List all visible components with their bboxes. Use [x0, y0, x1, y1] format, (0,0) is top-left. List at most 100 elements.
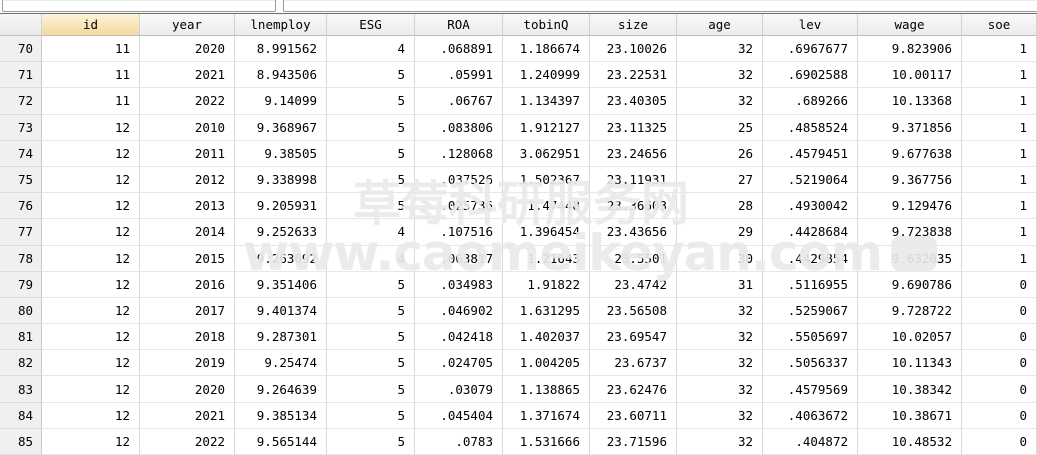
cell-id[interactable]: 12 — [42, 140, 140, 167]
cell-lnemploy[interactable]: 9.351406 — [235, 271, 327, 298]
cell-age[interactable]: 32 — [677, 350, 763, 377]
cell-tobinQ[interactable]: 1.91822 — [503, 271, 590, 298]
cell-year[interactable]: 2010 — [140, 114, 235, 141]
cell-tobinQ[interactable]: 1.396454 — [503, 219, 590, 246]
row-number[interactable]: 76 — [0, 193, 42, 220]
cell-ROA[interactable]: .0783 — [415, 428, 503, 455]
cell-age[interactable]: 28 — [677, 193, 763, 220]
cell-year[interactable]: 2015 — [140, 245, 235, 272]
cell-ROA[interactable]: .068891 — [415, 36, 503, 63]
cell-size[interactable]: 23.69547 — [590, 324, 677, 351]
cell-ROA[interactable]: .042418 — [415, 324, 503, 351]
cell-ESG[interactable]: 5 — [327, 140, 415, 167]
cell-wage[interactable]: 10.48532 — [858, 428, 962, 455]
cell-id[interactable]: 12 — [42, 245, 140, 272]
cell-ESG[interactable]: 5 — [327, 62, 415, 89]
cell-ESG[interactable]: 5 — [327, 376, 415, 403]
cell-year[interactable]: 2020 — [140, 36, 235, 63]
column-header-soe[interactable]: soe — [962, 14, 1037, 36]
cell-lev[interactable]: .4063672 — [763, 402, 858, 429]
cell-ESG[interactable]: 5 — [327, 297, 415, 325]
cell-tobinQ[interactable]: 1.912127 — [503, 114, 590, 141]
cell-lev[interactable]: .404872 — [763, 428, 858, 455]
cell-id[interactable]: 11 — [42, 36, 140, 63]
cell-id[interactable]: 11 — [42, 62, 140, 89]
cell-tobinQ[interactable]: 1.402037 — [503, 324, 590, 351]
cell-lnemploy[interactable]: 9.385134 — [235, 402, 327, 429]
cell-wage[interactable]: 10.38342 — [858, 376, 962, 403]
cell-ROA[interactable]: .063817 — [415, 245, 503, 272]
cell-age[interactable]: 32 — [677, 88, 763, 115]
cell-id[interactable]: 12 — [42, 114, 140, 141]
cell-wage[interactable]: 9.723838 — [858, 219, 962, 246]
cell-size[interactable]: 23.5501 — [590, 245, 677, 272]
row-number[interactable]: 79 — [0, 271, 42, 298]
cell-id[interactable]: 12 — [42, 166, 140, 194]
cell-age[interactable]: 25 — [677, 114, 763, 141]
cell-ROA[interactable]: .037526 — [415, 166, 503, 194]
cell-lnemploy[interactable]: 9.565144 — [235, 428, 327, 455]
cell-ROA[interactable]: .083806 — [415, 114, 503, 141]
cell-wage[interactable]: 10.02057 — [858, 324, 962, 351]
column-header-lev[interactable]: lev — [763, 14, 858, 36]
cell-size[interactable]: 23.60711 — [590, 402, 677, 429]
column-header-age[interactable]: age — [677, 14, 763, 36]
cell-wage[interactable]: 9.728722 — [858, 297, 962, 325]
cell-year[interactable]: 2017 — [140, 297, 235, 325]
cell-ROA[interactable]: .107516 — [415, 219, 503, 246]
cell-id[interactable]: 12 — [42, 350, 140, 377]
cell-tobinQ[interactable]: 1.502367 — [503, 166, 590, 194]
cell-id[interactable]: 11 — [42, 88, 140, 115]
cell-lev[interactable]: .4579451 — [763, 140, 858, 167]
cell-tobinQ[interactable]: 1.240999 — [503, 62, 590, 89]
cell-ROA[interactable]: .128068 — [415, 140, 503, 167]
cell-tobinQ[interactable]: 1.134397 — [503, 88, 590, 115]
cell-size[interactable]: 23.24656 — [590, 140, 677, 167]
row-number[interactable]: 83 — [0, 376, 42, 403]
varname-field-stub[interactable] — [2, 0, 276, 12]
cell-age[interactable]: 32 — [677, 376, 763, 403]
cell-soe[interactable]: 1 — [962, 114, 1037, 141]
cell-ROA[interactable]: .024705 — [415, 350, 503, 377]
row-number[interactable]: 70 — [0, 36, 42, 63]
cell-soe[interactable]: 0 — [962, 297, 1037, 325]
cell-size[interactable]: 23.43656 — [590, 219, 677, 246]
column-header-lnemploy[interactable]: lnemploy — [235, 14, 327, 36]
cell-wage[interactable]: 9.690786 — [858, 271, 962, 298]
cell-age[interactable]: 32 — [677, 36, 763, 63]
cell-id[interactable]: 12 — [42, 402, 140, 429]
cell-age[interactable]: 26 — [677, 140, 763, 167]
cell-year[interactable]: 2018 — [140, 324, 235, 351]
cell-ESG[interactable]: 5 — [327, 428, 415, 455]
cell-soe[interactable]: 0 — [962, 271, 1037, 298]
cell-lev[interactable]: .4858524 — [763, 114, 858, 141]
row-number[interactable]: 82 — [0, 350, 42, 377]
row-number[interactable]: 72 — [0, 88, 42, 115]
cell-lnemploy[interactable]: 9.205931 — [235, 193, 327, 220]
cell-lev[interactable]: .5505697 — [763, 324, 858, 351]
cell-id[interactable]: 12 — [42, 428, 140, 455]
cell-year[interactable]: 2014 — [140, 219, 235, 246]
cell-ROA[interactable]: .045404 — [415, 402, 503, 429]
cell-ROA[interactable]: .025736 — [415, 193, 503, 220]
cell-year[interactable]: 2016 — [140, 271, 235, 298]
cell-ESG[interactable]: 5 — [327, 350, 415, 377]
cell-soe[interactable]: 1 — [962, 219, 1037, 246]
cell-soe[interactable]: 1 — [962, 193, 1037, 220]
cell-tobinQ[interactable]: 1.138865 — [503, 376, 590, 403]
cell-lev[interactable]: .4930042 — [763, 193, 858, 220]
cell-ESG[interactable]: 5 — [327, 324, 415, 351]
cell-size[interactable]: 23.11931 — [590, 166, 677, 194]
cell-soe[interactable]: 1 — [962, 166, 1037, 194]
cell-tobinQ[interactable]: 1.21643 — [503, 245, 590, 272]
cell-tobinQ[interactable]: 1.371674 — [503, 402, 590, 429]
formula-field-stub[interactable] — [283, 0, 1037, 12]
column-header-ROA[interactable]: ROA — [415, 14, 503, 36]
cell-id[interactable]: 12 — [42, 297, 140, 325]
cell-ROA[interactable]: .05991 — [415, 62, 503, 89]
cell-year[interactable]: 2021 — [140, 62, 235, 89]
cell-lnemploy[interactable]: 9.263692 — [235, 245, 327, 272]
cell-wage[interactable]: 10.13368 — [858, 88, 962, 115]
cell-wage[interactable]: 9.823906 — [858, 36, 962, 63]
cell-age[interactable]: 32 — [677, 402, 763, 429]
